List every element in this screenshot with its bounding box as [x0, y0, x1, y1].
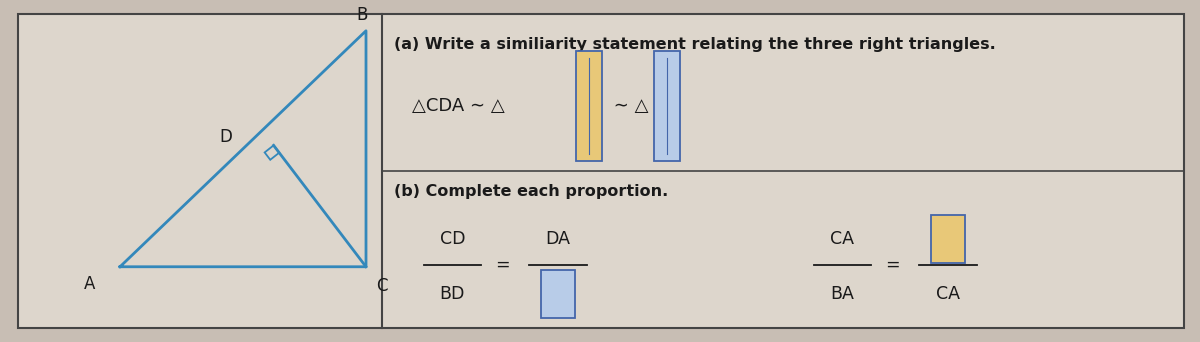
Text: A: A	[84, 275, 96, 293]
Text: (a) Write a similiarity statement relating the three right triangles.: (a) Write a similiarity statement relati…	[394, 37, 995, 52]
Text: BA: BA	[830, 285, 854, 303]
Text: BD: BD	[439, 285, 466, 303]
Bar	[541, 270, 575, 318]
Text: C: C	[376, 277, 388, 294]
Text: =: =	[496, 256, 510, 274]
Text: ∼ △: ∼ △	[608, 97, 649, 115]
Text: △CDA ∼ △: △CDA ∼ △	[412, 97, 504, 115]
Text: (b) Complete each proportion.: (b) Complete each proportion.	[394, 184, 668, 199]
Text: CA: CA	[936, 285, 960, 303]
Text: B: B	[356, 6, 368, 24]
Text: CD: CD	[439, 231, 466, 248]
Text: D: D	[220, 128, 232, 146]
Bar	[576, 51, 602, 161]
Text: =: =	[886, 256, 900, 274]
Bar	[654, 51, 680, 161]
Bar	[931, 215, 965, 263]
Text: CA: CA	[830, 231, 854, 248]
Text: DA: DA	[546, 231, 570, 248]
